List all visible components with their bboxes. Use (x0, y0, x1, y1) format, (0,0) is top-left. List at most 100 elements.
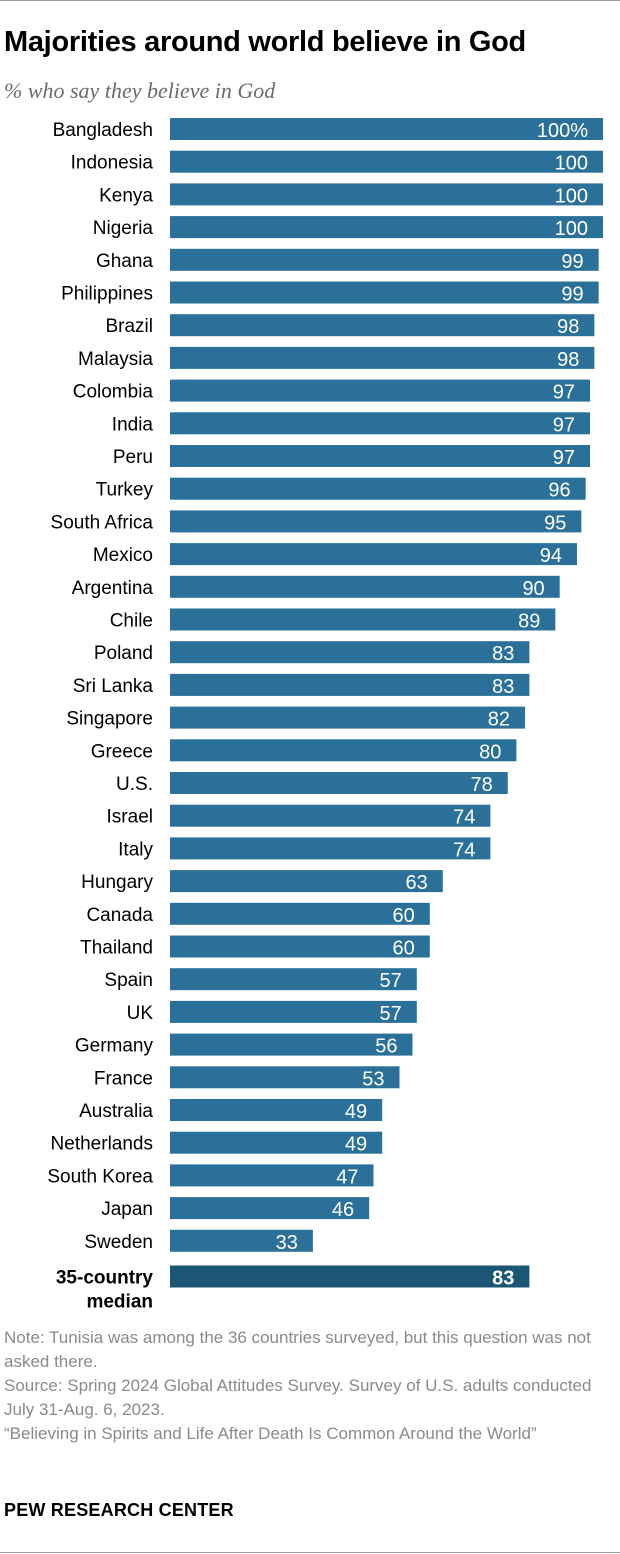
top-rule (0, 0, 620, 1)
category-label-malaysia: Malaysia (78, 349, 153, 370)
bar-japan (170, 1197, 370, 1220)
bar-brazil (170, 314, 595, 337)
category-label-thailand: Thailand (80, 938, 153, 959)
bar-singapore (170, 706, 526, 729)
value-label-india: 97 (553, 414, 575, 436)
bar-malaysia (170, 346, 595, 369)
bar-colombia (170, 379, 591, 402)
bar-bangladesh (170, 118, 603, 140)
value-label-ghana: 99 (561, 251, 583, 273)
bar-u-s (170, 772, 508, 794)
bar-mexico (170, 543, 578, 566)
bar-australia (170, 1099, 383, 1121)
value-label-median: 83 (492, 1268, 514, 1290)
category-label-poland: Poland (94, 643, 153, 664)
value-label-germany: 56 (375, 1036, 397, 1058)
value-label-philippines: 99 (561, 284, 583, 306)
value-label-singapore: 82 (488, 709, 510, 731)
bar-median (170, 1265, 530, 1288)
bar-peru (170, 445, 591, 467)
bar-spain (170, 968, 417, 991)
bar-south-africa (170, 510, 582, 533)
category-label-spain: Spain (104, 970, 153, 991)
category-label-brazil: Brazil (105, 316, 153, 337)
category-label-singapore: Singapore (66, 709, 153, 730)
value-label-turkey: 96 (548, 480, 570, 502)
footer-source: Source: Spring 2024 Global Attitudes Sur… (4, 1376, 592, 1419)
category-label-japan: Japan (101, 1199, 153, 1220)
bar-netherlands (170, 1131, 383, 1154)
category-label-chile: Chile (110, 611, 153, 632)
value-label-kenya: 100 (555, 185, 588, 207)
value-label-brazil: 98 (557, 316, 579, 338)
value-label-bangladesh: 100% (537, 120, 588, 142)
value-label-malaysia: 98 (557, 349, 579, 371)
value-label-sri-lanka: 83 (492, 676, 514, 698)
footer-report: “Believing in Spirits and Life After Dea… (4, 1424, 537, 1443)
category-label-bangladesh: Bangladesh (53, 120, 153, 141)
value-label-hungary: 63 (406, 872, 428, 894)
category-label-netherlands: Netherlands (51, 1134, 153, 1155)
category-label-germany: Germany (75, 1036, 154, 1057)
category-label-argentina: Argentina (72, 578, 154, 599)
chart-footer: Note: Tunisia was among the 36 countries… (4, 1326, 604, 1446)
category-label-colombia: Colombia (73, 382, 154, 403)
value-label-mexico: 94 (540, 545, 562, 567)
bar-greece (170, 739, 517, 762)
bar-canada (170, 902, 430, 925)
bar-italy (170, 837, 491, 860)
chart-title: Majorities around world believe in God (4, 26, 526, 58)
value-label-france: 53 (362, 1068, 384, 1090)
bar-thailand (170, 935, 430, 958)
value-label-netherlands: 49 (345, 1134, 367, 1156)
category-label-hungary: Hungary (81, 872, 153, 893)
value-label-spain: 57 (380, 970, 402, 992)
category-label-indonesia: Indonesia (71, 153, 154, 174)
category-label-nigeria: Nigeria (93, 218, 154, 239)
bar-poland (170, 641, 530, 664)
value-label-australia: 49 (345, 1101, 367, 1123)
footer-note: Note: Tunisia was among the 36 countries… (4, 1328, 591, 1371)
bar-germany (170, 1033, 413, 1056)
category-label-india: India (112, 414, 154, 435)
category-label-australia: Australia (79, 1101, 153, 1122)
bar-france (170, 1066, 400, 1089)
value-label-argentina: 90 (522, 578, 544, 600)
category-label-turkey: Turkey (96, 480, 154, 501)
bar-chart: Bangladesh 100% Indonesia 100 Kenya 100 Nigeri… (47, 118, 603, 1312)
value-label-israel: 74 (453, 807, 475, 829)
value-label-south-korea: 47 (336, 1166, 358, 1188)
value-label-sweden: 33 (276, 1232, 298, 1254)
value-label-italy: 74 (453, 839, 475, 861)
category-label-italy: Italy (118, 839, 153, 860)
value-label-canada: 60 (393, 905, 415, 927)
category-label-philippines: Philippines (61, 284, 153, 305)
value-label-peru: 97 (553, 447, 575, 469)
bar-nigeria (170, 216, 603, 239)
category-label-france: France (94, 1068, 153, 1089)
value-label-poland: 83 (492, 643, 514, 665)
category-label-south-korea: South Korea (47, 1166, 153, 1187)
bar-uk (170, 1000, 417, 1023)
category-label-peru: Peru (113, 447, 153, 468)
bottom-rule (0, 1552, 620, 1553)
bar-argentina (170, 575, 560, 598)
value-label-u-s: 78 (470, 774, 492, 796)
category-label-mexico: Mexico (93, 545, 153, 566)
value-label-uk: 57 (380, 1003, 402, 1025)
category-label-sweden: Sweden (84, 1232, 153, 1253)
category-label-greece: Greece (91, 741, 153, 762)
bar-philippines (170, 281, 599, 304)
chart-subtitle: % who say they believe in God (4, 78, 276, 103)
value-label-thailand: 60 (393, 938, 415, 960)
bar-sri-lanka (170, 673, 530, 696)
value-label-colombia: 97 (553, 382, 575, 404)
value-label-japan: 46 (332, 1199, 354, 1221)
category-label-uk: UK (127, 1003, 154, 1024)
bar-israel (170, 804, 491, 827)
category-label-south-africa: South Africa (51, 512, 154, 533)
value-label-greece: 80 (479, 741, 501, 763)
bar-india (170, 412, 591, 435)
bar-chile (170, 608, 556, 631)
value-label-chile: 89 (518, 611, 540, 633)
